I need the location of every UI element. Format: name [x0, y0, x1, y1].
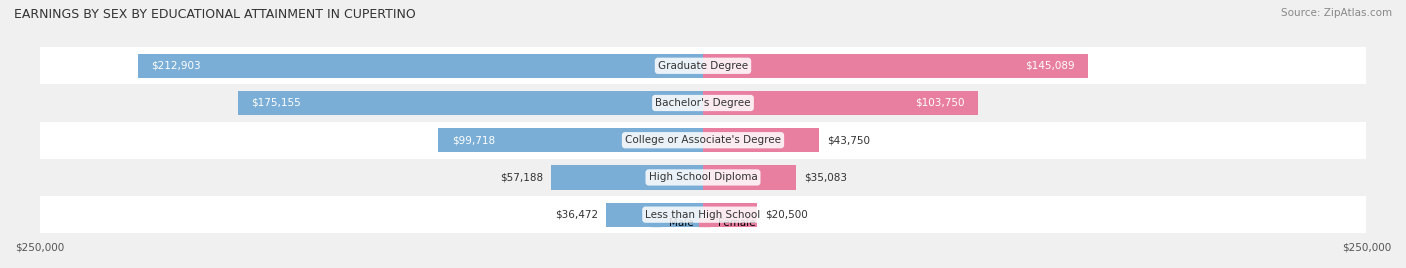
Bar — [439, 128, 703, 152]
Text: College or Associate's Degree: College or Associate's Degree — [626, 135, 780, 145]
Text: $43,750: $43,750 — [827, 135, 870, 145]
Text: Source: ZipAtlas.com: Source: ZipAtlas.com — [1281, 8, 1392, 18]
Text: Graduate Degree: Graduate Degree — [658, 61, 748, 71]
Text: $20,500: $20,500 — [765, 210, 808, 220]
Text: $145,089: $145,089 — [1025, 61, 1074, 71]
Bar — [39, 47, 1367, 84]
Text: $36,472: $36,472 — [555, 210, 599, 220]
Bar — [703, 203, 758, 227]
Bar — [703, 128, 820, 152]
Text: $103,750: $103,750 — [915, 98, 965, 108]
Bar — [39, 84, 1367, 122]
Text: $212,903: $212,903 — [152, 61, 201, 71]
Bar — [39, 122, 1367, 159]
Bar — [551, 165, 703, 189]
Bar — [703, 54, 1088, 78]
Bar — [606, 203, 703, 227]
Bar — [39, 196, 1367, 233]
Bar — [39, 159, 1367, 196]
Text: Less than High School: Less than High School — [645, 210, 761, 220]
Bar — [138, 54, 703, 78]
Text: $35,083: $35,083 — [804, 172, 846, 183]
Bar — [703, 165, 796, 189]
Text: $57,188: $57,188 — [501, 172, 543, 183]
Text: High School Diploma: High School Diploma — [648, 172, 758, 183]
Text: Bachelor's Degree: Bachelor's Degree — [655, 98, 751, 108]
Bar — [703, 91, 979, 115]
Text: $175,155: $175,155 — [252, 98, 301, 108]
Bar — [238, 91, 703, 115]
Text: EARNINGS BY SEX BY EDUCATIONAL ATTAINMENT IN CUPERTINO: EARNINGS BY SEX BY EDUCATIONAL ATTAINMEN… — [14, 8, 416, 21]
Legend: Male, Female: Male, Female — [647, 213, 759, 232]
Text: $99,718: $99,718 — [451, 135, 495, 145]
